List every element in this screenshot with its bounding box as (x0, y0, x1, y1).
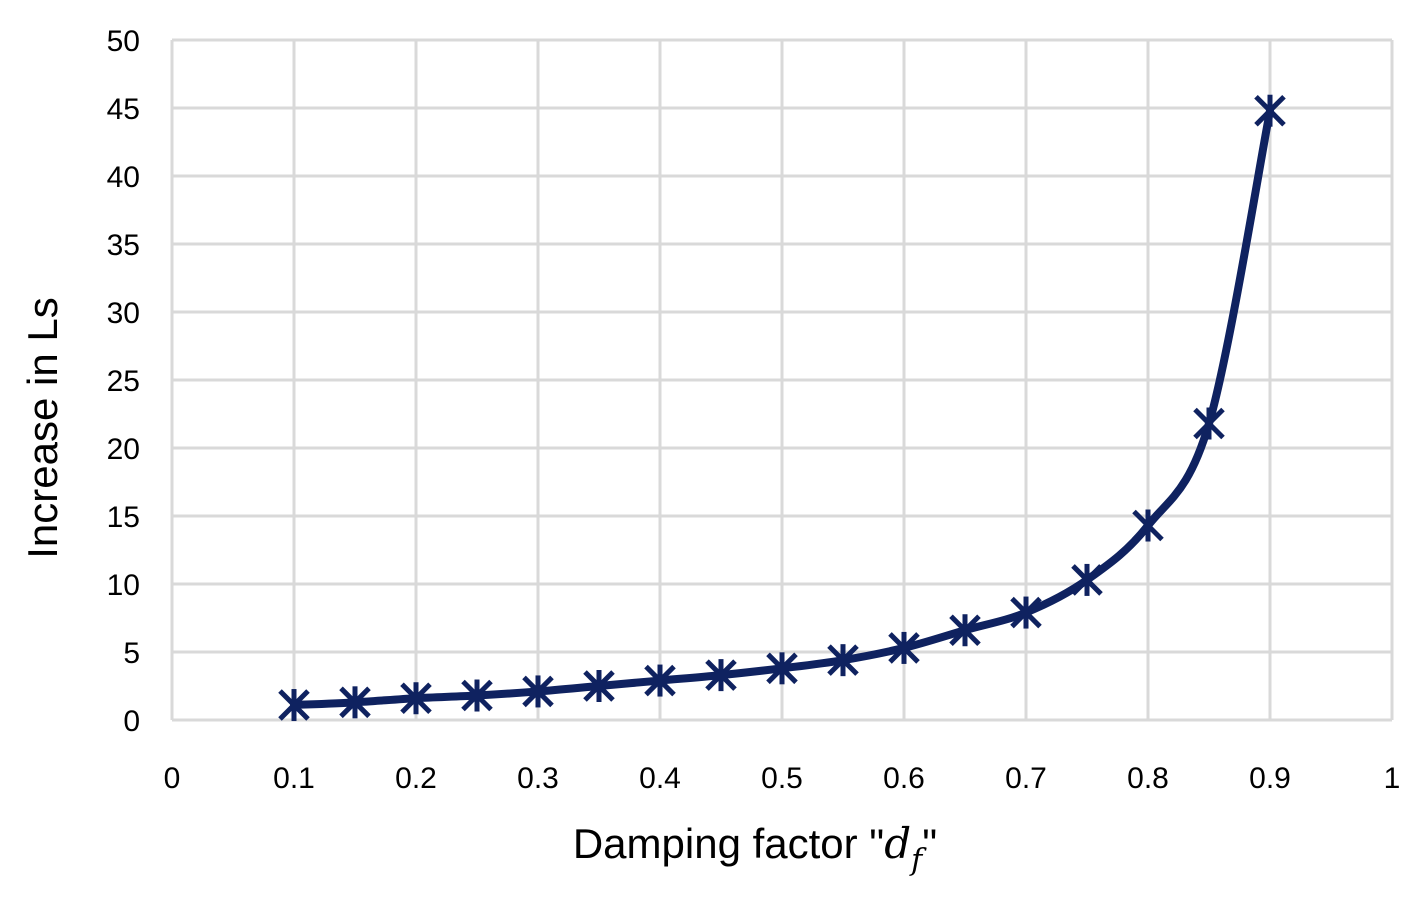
data-point (461, 679, 493, 712)
data-point (278, 689, 310, 722)
data-point (949, 614, 981, 647)
x-axis-title-variable: d (884, 819, 911, 868)
data-point (888, 631, 920, 664)
x-axis-title: Damping factor "df" (573, 819, 937, 878)
y-tick-label: 20 (107, 433, 140, 466)
data-point (827, 644, 859, 677)
x-tick-label: 0.1 (273, 762, 315, 795)
x-axis-title-prefix: Damping factor " (573, 820, 884, 867)
x-tick-label: 0.2 (395, 762, 437, 795)
y-tick-label: 35 (107, 229, 140, 262)
y-axis-ticks: 0 5 10 15 20 25 30 35 40 45 50 (107, 25, 140, 738)
data-point (705, 659, 737, 692)
y-tick-label: 0 (123, 705, 140, 738)
x-tick-label: 0.8 (1127, 762, 1169, 795)
data-point (1010, 596, 1042, 629)
series-markers (278, 94, 1286, 722)
data-point (583, 670, 615, 702)
data-point (1193, 407, 1225, 440)
data-point (1132, 509, 1164, 542)
y-tick-label: 25 (107, 365, 140, 398)
y-tick-label: 15 (107, 501, 140, 534)
x-axis-title-suffix: " (922, 820, 937, 867)
x-tick-label: 0.5 (761, 762, 803, 795)
x-tick-label: 0.9 (1249, 762, 1291, 795)
x-tick-label: 0.3 (517, 762, 559, 795)
x-tick-label: 0.7 (1005, 762, 1047, 795)
data-point (339, 686, 371, 719)
y-tick-label: 45 (107, 93, 140, 126)
data-point (400, 682, 432, 715)
y-tick-label: 5 (123, 637, 140, 670)
x-tick-label: 1 (1384, 762, 1401, 795)
data-point (1254, 94, 1286, 127)
x-tick-label: 0 (164, 762, 181, 795)
x-tick-label: 0.6 (883, 762, 925, 795)
data-point (1071, 563, 1103, 596)
data-point (522, 675, 554, 708)
y-tick-label: 50 (107, 25, 140, 58)
y-tick-label: 10 (107, 569, 140, 602)
grid-lines (170, 38, 1394, 722)
y-tick-label: 30 (107, 297, 140, 330)
y-tick-label: 40 (107, 161, 140, 194)
data-point (644, 664, 676, 697)
y-axis-title: Increase in Ls (19, 297, 66, 558)
x-tick-label: 0.4 (639, 762, 681, 795)
data-point (766, 652, 798, 685)
x-axis-ticks: 0 0.1 0.2 0.3 0.4 0.5 0.6 0.7 0.8 0.9 1 (164, 762, 1401, 795)
